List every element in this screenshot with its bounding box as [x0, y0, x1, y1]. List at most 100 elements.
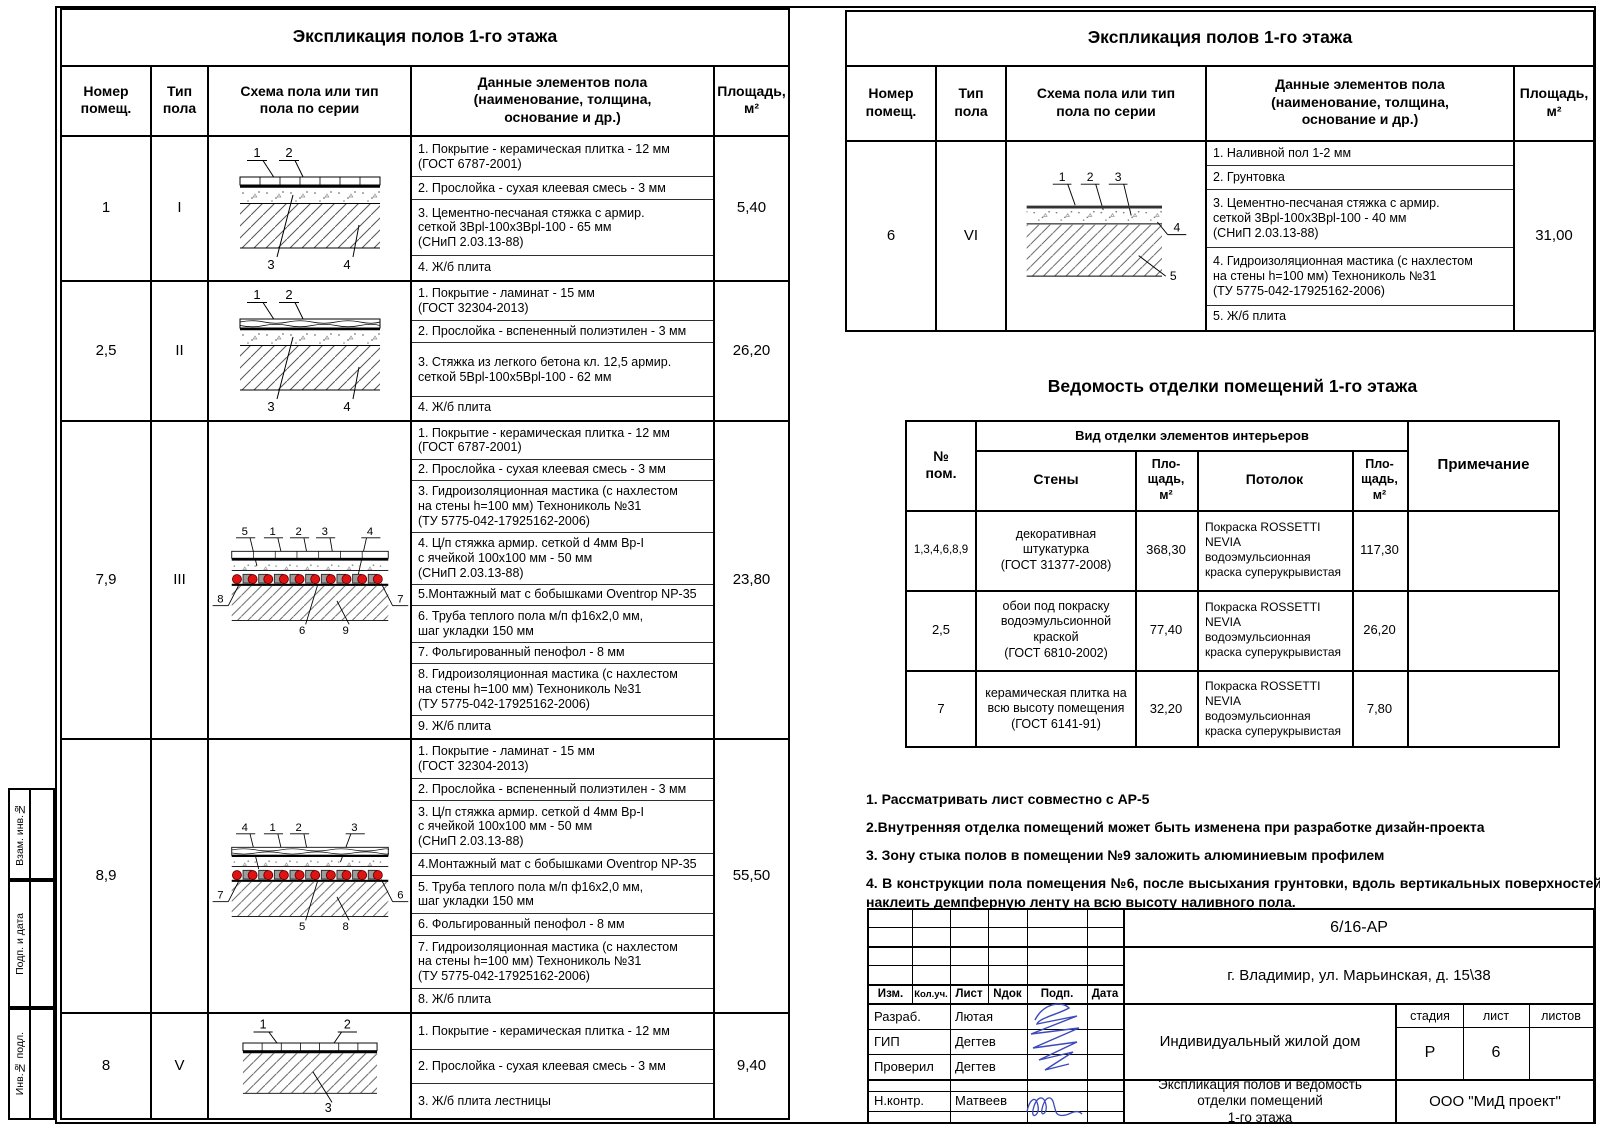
finish-note: [1409, 672, 1558, 746]
room-number: 2,5: [95, 341, 117, 359]
stamp-name: Матвеев: [955, 1093, 1007, 1109]
floor-schema-cell: 1 2 3 4: [209, 137, 410, 280]
grid-line: [869, 1054, 1123, 1055]
callout-label: 4: [343, 257, 350, 272]
floor-data-item: 2. Прослойка - вспененный полиэтилен - 3…: [412, 777, 713, 800]
grid-line: [935, 65, 937, 330]
callout-label: 3: [351, 822, 357, 834]
floor-schema-cell: 1 2 3 4: [209, 282, 410, 420]
stamp-stage-value: Р: [1424, 1044, 1436, 1062]
floor-schema-type-2: 1 2 3 4: [239, 287, 380, 414]
grid-line: [60, 135, 790, 137]
finish-header-walls-area: Пло- щадь, м²: [1147, 456, 1185, 502]
floor-type: VI: [963, 226, 979, 244]
finish-header-note: Примечание: [1437, 455, 1530, 473]
grid-line: [1135, 450, 1137, 746]
grid-line: [869, 946, 1593, 948]
stamp-col-koluch: Кол.уч.: [914, 988, 948, 1000]
stamp-sheets-label: листов: [1541, 1008, 1581, 1023]
floor-data-item: 6. Труба теплого пола м/п ф16х2,0 мм, ша…: [412, 604, 713, 642]
grid-line: [1529, 1003, 1530, 1079]
callout-label: 2: [295, 526, 301, 538]
callout-label: 1: [259, 1018, 266, 1032]
floor-type: I: [177, 199, 182, 217]
finish-ceiling: Покраска ROSSETTI NEVIA водоэмульсионная…: [1205, 520, 1341, 579]
callout-label: 7: [217, 890, 223, 902]
area-value: 31,00: [1535, 226, 1573, 244]
area-value: 5,40: [736, 199, 767, 217]
finish-ceiling-area: 7,80: [1366, 700, 1393, 716]
callout-label: 8: [217, 594, 223, 606]
floor-data-item: 4.Монтажный мат с бобышками Oventrop NP-…: [412, 853, 713, 875]
callout-label: 3: [324, 1101, 331, 1115]
frame-label-text: Подп. и дата: [13, 913, 26, 975]
room-number: 8: [101, 1056, 111, 1074]
callout-label: 3: [267, 257, 274, 272]
floor-data-item: 4. Гидроизоляционная мастика (с нахлесто…: [1207, 246, 1513, 305]
note-line: 1. Рассматривать лист совместно с АР-5: [866, 791, 1150, 807]
floor-schema-cell: 5 1 2 3 4: [209, 422, 410, 738]
finish-ceiling-area: 26,20: [1363, 621, 1396, 637]
grid-line: [713, 65, 715, 1118]
frame-box-inv-podl: Инв.№ подл.: [8, 1008, 55, 1120]
grid-line: [410, 65, 412, 1118]
finish-ceiling: Покраска ROSSETTI NEVIA водоэмульсионная…: [1205, 679, 1341, 738]
grid-line: [975, 450, 1407, 452]
frame-label-cell: Подп. и дата: [10, 882, 31, 1006]
notes-block: 1. Рассматривать лист совместно с АР-5 2…: [866, 790, 1600, 920]
floor-data-item: 7. Фольгированный пенофол - 8 мм: [412, 641, 713, 663]
floor-data-item: 5. Труба теплого пола м/п ф16х2,0 мм, ша…: [412, 875, 713, 913]
callout-label: 4: [343, 399, 350, 414]
grid-line: [912, 910, 913, 1003]
finish-ceiling: Покраска ROSSETTI NEVIA водоэмульсионная…: [1205, 600, 1341, 659]
grid-line: [1027, 910, 1028, 1122]
floor-type: III: [173, 570, 186, 588]
callout-label: 1: [253, 145, 260, 160]
floor-data-item: 2. Прослойка - сухая клеевая смесь - 3 м…: [412, 1048, 713, 1084]
floor-data-list: 1. Покрытие - ламинат - 15 мм (ГОСТ 3230…: [412, 282, 713, 418]
grid-line: [1395, 1003, 1397, 1122]
col-header-schema: Схема пола или тип пола по серии: [240, 82, 379, 117]
floor-data-list: 1. Наливной пол 1-2 мм 2. Грунтовка 3. Ц…: [1207, 142, 1513, 328]
callout-label: 8: [342, 921, 348, 933]
floor-schema-type-5: 1 2 3: [241, 1018, 378, 1115]
signature-scribble: [1030, 1003, 1080, 1071]
callout-label: 3: [1115, 170, 1122, 184]
floor-schema-cell: 4 1 2 3 7: [209, 740, 410, 1012]
frame-label-text: Взам. инв.№: [13, 802, 26, 866]
stamp-sheet-value: 6: [1491, 1044, 1501, 1062]
grid-line: [60, 65, 790, 67]
floor-data-item: 1. Покрытие - керамическая плитка - 12 м…: [418, 1023, 670, 1038]
signature-nkontr: [1026, 1097, 1083, 1117]
callout-label: 5: [1170, 269, 1177, 283]
floor-data-item: 3. Стяжка из легкого бетона кл. 12,5 арм…: [412, 342, 713, 396]
grid-line: [1352, 450, 1354, 746]
stamp-project-name: Индивидуальный жилой дом: [1159, 1033, 1361, 1050]
floor-data-item: 1. Покрытие - керамическая плитка - 12 м…: [418, 425, 670, 455]
callout-label: 4: [366, 526, 372, 538]
frame-box-podp-data: Подп. и дата: [8, 880, 55, 1008]
grid-line: [1123, 910, 1125, 1122]
grid-line: [869, 1111, 1123, 1112]
callout-label: 1: [269, 526, 275, 538]
finish-note: [1409, 592, 1558, 668]
finish-room-numbers: 7: [937, 700, 945, 716]
finish-header-ceiling: Потолок: [1245, 471, 1304, 488]
finish-header-group: Вид отделки элементов интерьеров: [1075, 427, 1309, 443]
callout-label: 3: [267, 399, 274, 414]
floor-data-item: 6. Фольгированный пенофол - 8 мм: [412, 912, 713, 935]
finish-header-walls: Стены: [1033, 471, 1079, 488]
grid-line: [1407, 420, 1409, 746]
grid-line: [1005, 65, 1007, 330]
col-header-data: Данные элементов пола (наименование, тол…: [1271, 76, 1449, 128]
stamp-role: ГИП: [874, 1034, 900, 1050]
floor-data-item: 2. Прослойка - вспененный полиэтилен - 3…: [412, 320, 713, 342]
floor-data-item: 3. Гидроизоляционная мастика (с нахлесто…: [412, 479, 713, 532]
floor-data-item: 1. Покрытие - керамическая плитка - 12 м…: [418, 141, 670, 171]
room-number: 7,9: [95, 570, 117, 588]
finish-header-room: № пом.: [925, 447, 957, 482]
frame-label-text: Инв.№ подл.: [13, 1032, 26, 1096]
note-line: 2.Внутренняя отделка помещений может быт…: [866, 818, 1485, 835]
room-number: 1: [101, 199, 111, 217]
grid-line: [869, 927, 1123, 928]
